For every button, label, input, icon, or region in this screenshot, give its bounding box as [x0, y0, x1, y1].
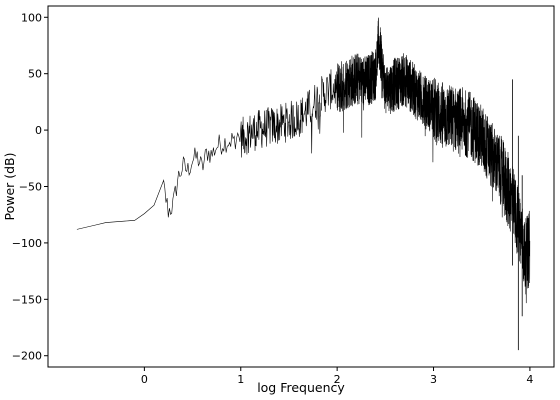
- spectrum-line: [76, 17, 531, 304]
- y-tick-label: 100: [21, 11, 42, 24]
- y-axis-ticks: 100 50 0 −50 −100 −150 −200: [12, 11, 48, 363]
- x-axis-label: log Frequency: [257, 380, 345, 395]
- x-axis-ticks: 0 1 2 3 4: [141, 367, 533, 386]
- y-axis-label: Power (dB): [2, 152, 17, 220]
- y-tick-label: 0: [35, 124, 42, 137]
- y-tick-label: −150: [12, 293, 42, 306]
- y-tick-label: −100: [12, 237, 42, 250]
- x-tick-label: 4: [526, 373, 533, 386]
- x-tick-label: 3: [430, 373, 437, 386]
- y-tick-label: −50: [19, 181, 42, 194]
- x-tick-label: 1: [237, 373, 244, 386]
- plot-layer: [76, 17, 531, 351]
- x-tick-label: 0: [141, 373, 148, 386]
- y-tick-label: −200: [12, 350, 42, 363]
- y-tick-label: 50: [28, 68, 42, 81]
- x-tick-label: 2: [334, 373, 341, 386]
- plot-frame: [47, 5, 555, 368]
